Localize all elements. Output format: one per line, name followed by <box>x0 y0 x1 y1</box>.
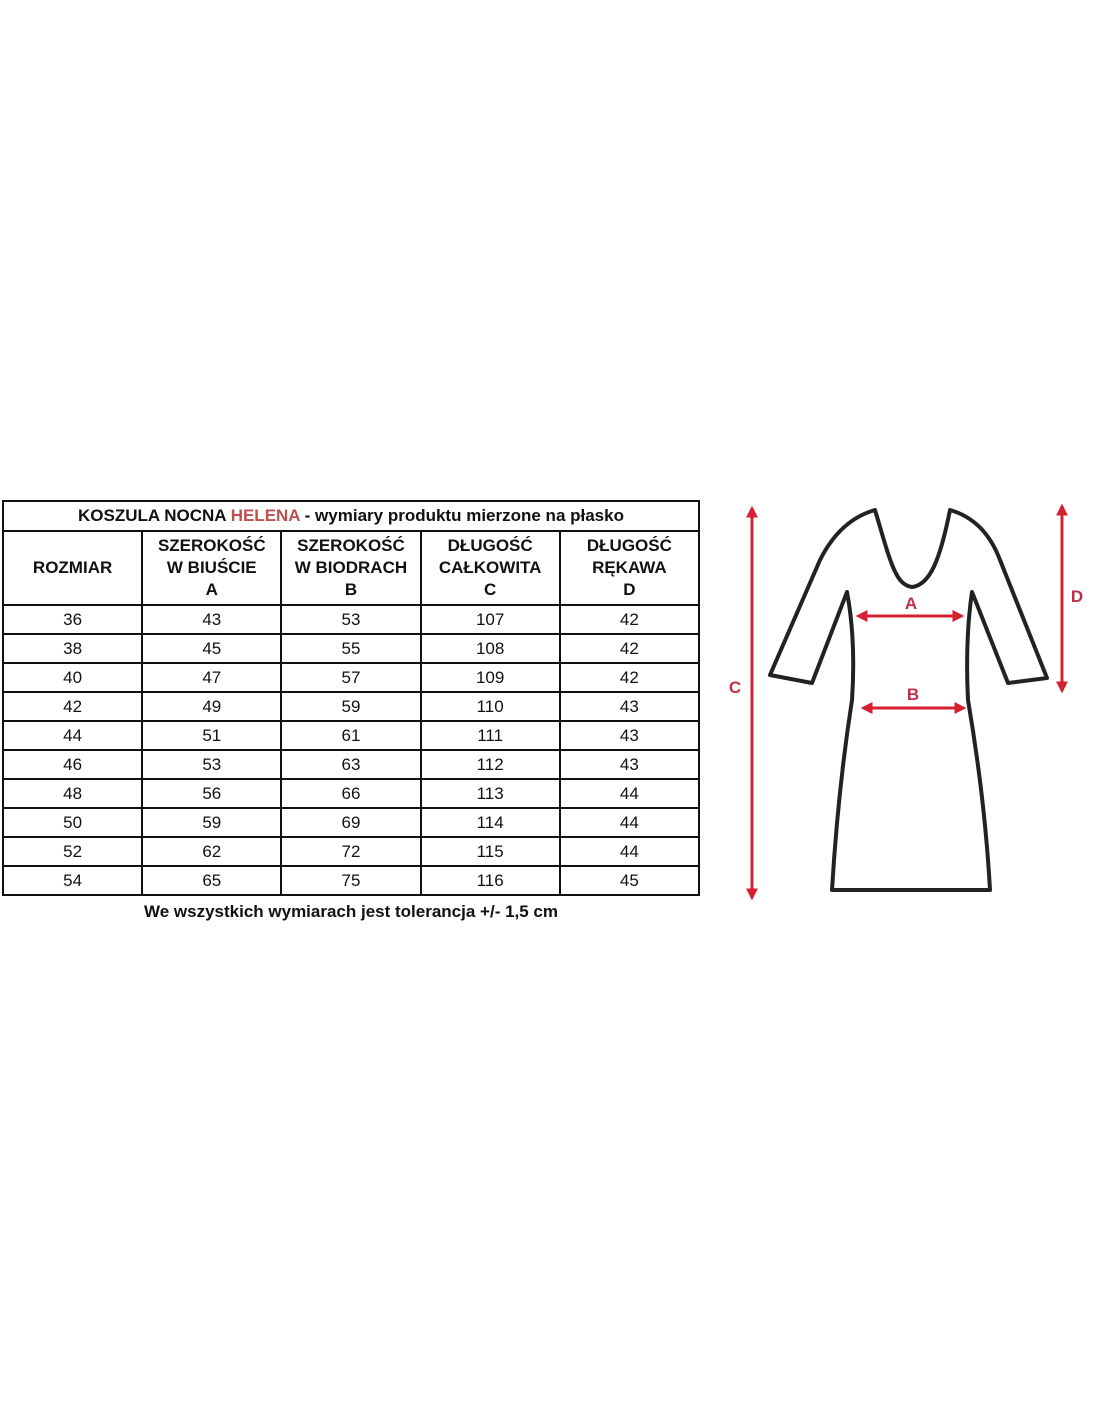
table-row: 44 51 61 111 43 <box>1 720 701 751</box>
table-row: 40 47 57 109 42 <box>1 662 701 693</box>
table-cell: 45 <box>558 865 701 896</box>
table-cell: 44 <box>558 778 701 809</box>
column-header: SZEROKOŚĆ W BIUŚCIE A <box>141 530 283 606</box>
table-cell: 69 <box>280 807 422 838</box>
table-cell: 63 <box>280 749 422 780</box>
table-cell: 42 <box>1 691 144 722</box>
table-cell: 36 <box>1 604 144 635</box>
table-cell: 43 <box>558 691 701 722</box>
column-header-line: C <box>484 580 497 599</box>
column-header-line: B <box>344 580 358 599</box>
table-cell: 42 <box>558 604 701 635</box>
table-cell: 52 <box>1 836 144 867</box>
table-cell: 48 <box>1 778 144 809</box>
column-header-line: DŁUGOŚĆ <box>586 536 672 555</box>
table-cell: 61 <box>280 720 422 751</box>
column-header-line: ROZMIAR <box>32 558 113 577</box>
column-header-line: A <box>205 580 218 599</box>
nightgown-outline <box>768 508 1049 892</box>
column-header-line: DŁUGOŚĆ <box>447 536 533 555</box>
table-cell: 110 <box>419 691 561 722</box>
table-row: 50 59 69 114 44 <box>1 807 701 838</box>
table-cell: 50 <box>1 807 144 838</box>
table-row: 48 56 66 113 44 <box>1 778 701 809</box>
table-cell: 108 <box>419 633 561 664</box>
table-cell: 51 <box>141 720 283 751</box>
table-row: 38 45 55 108 42 <box>1 633 701 664</box>
table-cell: 47 <box>141 662 283 693</box>
table-cell: 44 <box>558 807 701 838</box>
column-header: DŁUGOŚĆ RĘKAWA D <box>558 530 701 606</box>
table-body: 36 43 53 107 42 38 45 55 108 42 40 47 57 109 42 42 49 59 1… <box>1 604 701 896</box>
table-cell: 113 <box>419 778 561 809</box>
column-header-line: RĘKAWA <box>592 558 667 577</box>
table-cell: 54 <box>1 865 144 896</box>
table-cell: 56 <box>141 778 283 809</box>
table-cell: 43 <box>558 720 701 751</box>
table-title: KOSZULA NOCNA HELENA - wymiary produktu … <box>2 500 700 532</box>
label-d: D <box>1071 587 1083 606</box>
table-cell: 46 <box>1 749 144 780</box>
table-cell: 72 <box>280 836 422 867</box>
brand-name: HELENA <box>230 506 300 525</box>
table-cell: 53 <box>141 749 283 780</box>
table-row: 52 62 72 115 44 <box>1 836 701 867</box>
table-cell: 38 <box>1 633 144 664</box>
table-cell: 43 <box>141 604 283 635</box>
column-header-line: CAŁKOWITA <box>438 558 542 577</box>
table-cell: 65 <box>141 865 283 896</box>
table-cell: 62 <box>141 836 283 867</box>
table-cell: 44 <box>558 836 701 867</box>
label-c: C <box>729 678 741 697</box>
table-cell: 59 <box>141 807 283 838</box>
table-cell: 109 <box>419 662 561 693</box>
column-header-line: SZEROKOŚĆ <box>157 536 266 555</box>
table-cell: 49 <box>141 691 283 722</box>
column-header: DŁUGOŚĆ CAŁKOWITA C <box>419 530 561 606</box>
column-header: SZEROKOŚĆ W BIODRACH B <box>280 530 422 606</box>
table-cell: 53 <box>280 604 422 635</box>
table-cell: 55 <box>280 633 422 664</box>
table-row: 36 43 53 107 42 <box>1 604 701 635</box>
table-cell: 116 <box>419 865 561 896</box>
table-cell: 59 <box>280 691 422 722</box>
table-cell: 112 <box>419 749 561 780</box>
column-headers: ROZMIAR SZEROKOŚĆ W BIUŚCIE A SZEROKOŚĆ W BIO… <box>1 530 701 606</box>
table-cell: 43 <box>558 749 701 780</box>
tolerance-note: We wszystkich wymiarach jest tolerancja … <box>143 902 559 921</box>
table-cell: 57 <box>280 662 422 693</box>
table-cell: 115 <box>419 836 561 867</box>
table-cell: 42 <box>558 633 701 664</box>
table-cell: 75 <box>280 865 422 896</box>
column-header-line: SZEROKOŚĆ <box>297 536 405 555</box>
size-chart-table: KOSZULA NOCNA HELENA - wymiary produktu … <box>1 500 701 896</box>
column-header-line: D <box>623 580 636 599</box>
column-header: ROZMIAR <box>1 530 144 606</box>
table-cell: 40 <box>1 662 144 693</box>
table-row: 46 53 63 112 43 <box>1 749 701 780</box>
table-cell: 44 <box>1 720 144 751</box>
column-header-line: W BIODRACH <box>294 558 408 577</box>
table-cell: 42 <box>558 662 701 693</box>
label-a: A <box>905 594 917 613</box>
table-row: 54 65 75 116 45 <box>1 865 701 896</box>
table-cell: 45 <box>141 633 283 664</box>
label-b: B <box>907 685 919 704</box>
table-cell: 114 <box>419 807 561 838</box>
table-cell: 107 <box>419 604 561 635</box>
table-row: 42 49 59 110 43 <box>1 691 701 722</box>
column-header-line: W BIUŚCIE <box>166 558 257 577</box>
table-cell: 66 <box>280 778 422 809</box>
table-cell: 111 <box>419 720 561 751</box>
